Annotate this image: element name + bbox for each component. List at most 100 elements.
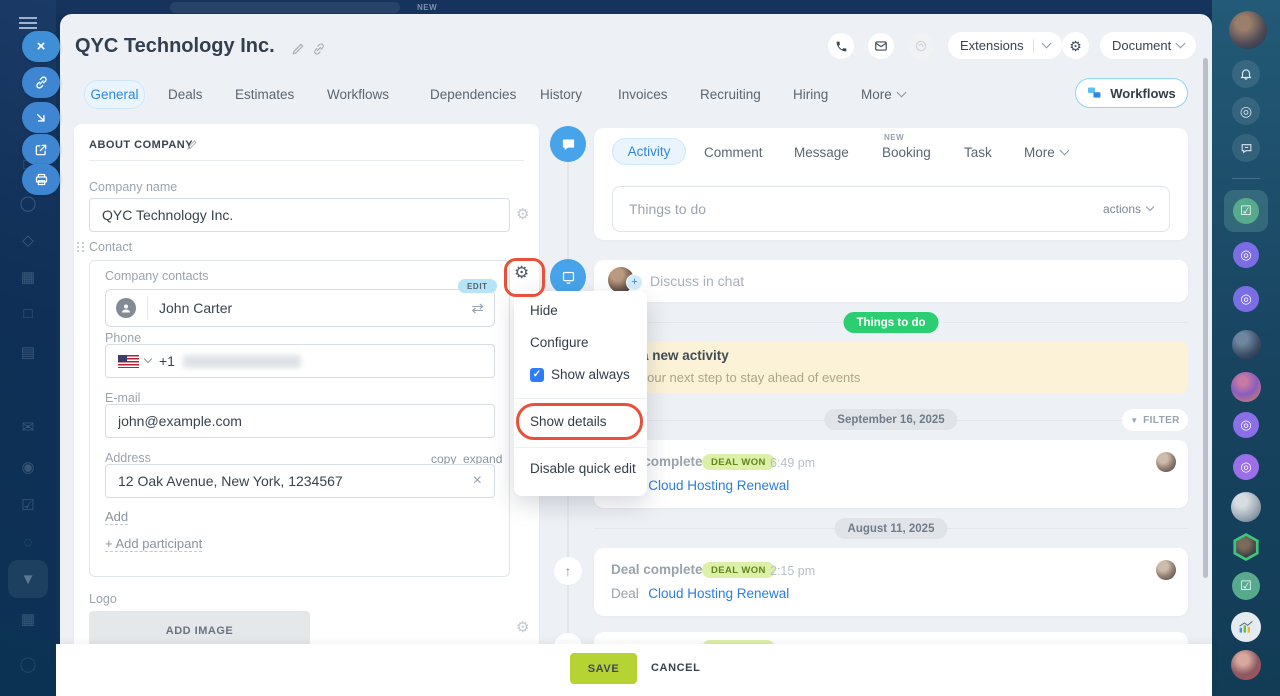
contact-settings-gear-icon[interactable]: ⚙ [514, 263, 530, 282]
menu-item-hide[interactable]: Hide [530, 303, 558, 318]
company-name-field[interactable] [89, 198, 510, 232]
edit-title-icon[interactable] [291, 42, 305, 56]
cancel-button[interactable]: CANCEL [651, 662, 701, 674]
permalink-icon[interactable] [312, 42, 326, 56]
tab-workflows[interactable]: Workflows [327, 87, 390, 102]
menu-item-configure[interactable]: Configure [530, 335, 589, 350]
menu-item-show-details[interactable]: Show details [530, 414, 607, 429]
field-gear-icon[interactable]: ⚙ [516, 206, 530, 223]
tasks-app-button[interactable]: ☑ [1233, 198, 1259, 224]
chat-bubble-icon [562, 139, 574, 150]
workspace-button[interactable]: ◎ [1233, 286, 1259, 312]
sidebar-workspace-icon[interactable]: ◇ [22, 232, 34, 249]
check-square-icon: ☑ [1240, 578, 1252, 593]
sidebar-chat-icon[interactable]: □ [23, 156, 33, 173]
tab-invoices[interactable]: Invoices [618, 87, 668, 102]
workflows-button[interactable]: Workflows [1075, 78, 1188, 108]
sidebar-docs-icon[interactable]: □ [23, 305, 33, 322]
email-field[interactable] [105, 404, 495, 438]
workspace-button[interactable]: ◎ [1233, 242, 1259, 268]
section-title: ABOUT COMPANY [89, 139, 194, 151]
save-button[interactable]: SAVE [570, 653, 637, 684]
deal-link[interactable]: Cloud Hosting Renewal [648, 478, 790, 493]
drag-handle[interactable] [77, 242, 85, 252]
deal-link[interactable]: Cloud Hosting Renewal [648, 586, 790, 601]
add-chat-member-badge[interactable]: + [626, 274, 643, 291]
tab-hiring[interactable]: Hiring [793, 87, 829, 102]
tab-history[interactable]: History [540, 87, 583, 102]
tab-message[interactable]: Message [794, 145, 849, 160]
print-button[interactable] [22, 164, 60, 195]
sidebar-automation-icon[interactable]: ◌ [23, 534, 33, 551]
tab-activity[interactable]: Activity [612, 138, 686, 165]
sidebar-filter-tile[interactable] [8, 560, 48, 598]
sidebar-extra-icon[interactable]: ◯ [19, 656, 37, 673]
add-activity-banner[interactable] [594, 341, 1188, 393]
modal-scrollbar[interactable] [1203, 58, 1208, 578]
hexagon-avatar[interactable] [1233, 533, 1259, 561]
tab-feed-more[interactable]: More [1024, 145, 1070, 160]
phone-field[interactable]: +1 [105, 344, 495, 378]
add-link[interactable]: Add [105, 509, 129, 525]
edit-badge[interactable]: EDIT [458, 279, 497, 293]
workspace-button[interactable]: ◎ [1233, 454, 1259, 480]
copy-link[interactable]: copy [431, 452, 457, 466]
chat-avatar[interactable] [1232, 330, 1261, 359]
tab-dependencies[interactable]: Dependencies [430, 87, 517, 102]
todo-input[interactable]: Things to do actions [612, 186, 1170, 232]
us-flag-icon[interactable] [118, 354, 139, 368]
address-field[interactable]: 12 Oak Avenue, New York, 1234567 × [105, 464, 495, 498]
menu-item-disable-quick-edit[interactable]: Disable quick edit [530, 461, 636, 476]
tab-comment[interactable]: Comment [704, 145, 763, 160]
close-button[interactable]: × [22, 31, 60, 62]
sidebar-calendar2-icon[interactable]: ▦ [20, 611, 36, 628]
clear-address-icon[interactable]: × [472, 472, 482, 489]
reports-avatar[interactable] [1231, 612, 1261, 642]
chat-avatar[interactable] [1231, 492, 1261, 522]
tab-booking[interactable]: Booking [882, 145, 931, 160]
sidebar-board-icon[interactable]: ▤ [20, 344, 36, 361]
hamburger-menu-icon[interactable] [19, 14, 37, 32]
chat-avatar[interactable] [1231, 650, 1261, 680]
workspace-button[interactable]: ◎ [1233, 412, 1259, 438]
discuss-chat-card[interactable] [594, 260, 1188, 302]
tab-general[interactable]: General [84, 80, 145, 109]
tab-estimates[interactable]: Estimates [235, 87, 295, 102]
add-participant-link[interactable]: + Add participant [105, 536, 203, 552]
messenger-button[interactable] [1232, 134, 1260, 162]
collapse-button[interactable] [22, 102, 60, 133]
chat-avatar[interactable] [1231, 372, 1261, 402]
sidebar-team-icon[interactable]: ◉ [21, 459, 35, 476]
sidebar-calendar-icon[interactable]: ▦ [20, 269, 36, 286]
sidebar-projects-icon[interactable]: ◯ [19, 195, 37, 212]
tasks-chat-button[interactable]: ☑ [1232, 572, 1260, 600]
chevron-down-icon [1059, 145, 1070, 156]
tab-more[interactable]: More [861, 87, 907, 102]
sidebar-filter-icon[interactable]: ▼ [20, 571, 36, 588]
copy-link-button[interactable] [22, 67, 60, 98]
edit-section-icon[interactable] [186, 139, 198, 151]
filter-button[interactable]: ▼ FILTER [1122, 409, 1188, 431]
checkbox-checked[interactable]: ✓ [530, 367, 544, 382]
actions-dropdown[interactable]: actions [1103, 202, 1155, 216]
contact-person-field[interactable]: John Carter ⇄ [105, 289, 495, 327]
menu-item-show-always[interactable]: ✓ Show always [530, 367, 630, 382]
email-button[interactable] [868, 33, 894, 59]
call-button[interactable] [828, 33, 854, 59]
app-logo-button[interactable]: ◎ [1232, 97, 1260, 125]
tab-recruiting[interactable]: Recruiting [700, 87, 761, 102]
sidebar-tasks-icon[interactable]: ☑ [21, 497, 35, 514]
notifications-button[interactable] [1232, 60, 1260, 88]
extensions-button[interactable]: Extensions [948, 32, 1062, 59]
open-full-button[interactable] [22, 134, 60, 165]
tab-task[interactable]: Task [964, 145, 992, 160]
printer-icon [35, 173, 47, 186]
logo-gear-icon[interactable]: ⚙ [516, 619, 530, 636]
swap-contact-icon[interactable]: ⇄ [471, 300, 484, 317]
sidebar-mail-icon[interactable]: ✉ [21, 419, 35, 436]
document-dropdown[interactable]: Document [1100, 32, 1197, 59]
tab-deals[interactable]: Deals [168, 87, 203, 102]
expand-link[interactable]: expand [463, 452, 503, 466]
settings-button[interactable]: ⚙ [1062, 32, 1089, 59]
profile-avatar[interactable] [1229, 11, 1267, 49]
